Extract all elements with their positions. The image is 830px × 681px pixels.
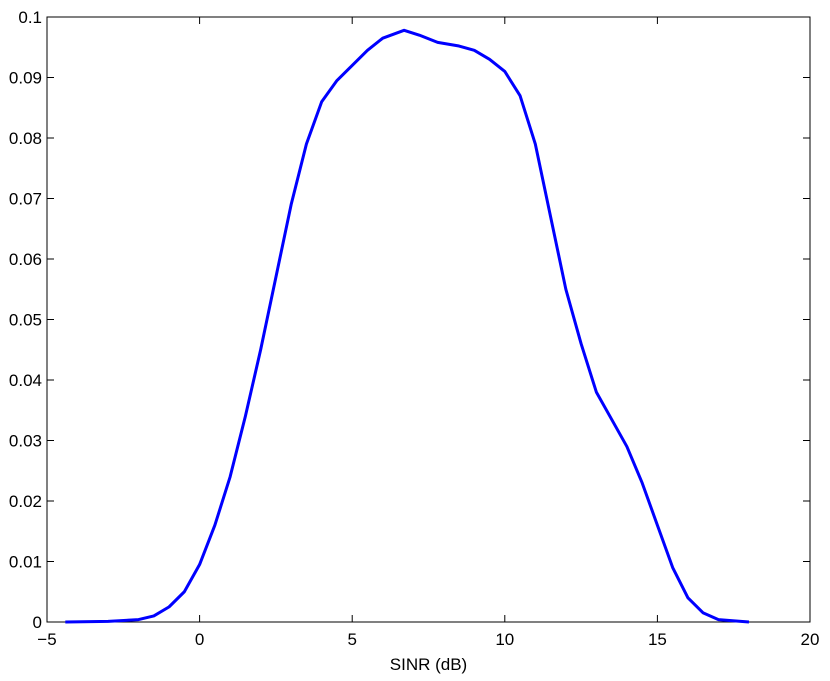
x-tick-label: 5	[347, 630, 356, 649]
y-tick-label: 0.07	[9, 190, 42, 209]
y-tick-label: 0.08	[9, 129, 42, 148]
x-axis-label: SINR (dB)	[390, 655, 467, 674]
x-tick-label: 15	[648, 630, 667, 649]
x-tick-label: −5	[37, 630, 56, 649]
y-tick-label: 0.1	[18, 8, 42, 27]
y-tick-label: 0.09	[9, 69, 42, 88]
y-tick-label: 0.03	[9, 432, 42, 451]
y-tick-label: 0.01	[9, 553, 42, 572]
plot-frame	[46, 16, 811, 623]
x-tick-label: 10	[495, 630, 514, 649]
y-tick-label: 0.05	[9, 311, 42, 330]
y-tick-label: 0.06	[9, 250, 42, 269]
x-tick-label: 0	[195, 630, 204, 649]
data-line	[65, 28, 750, 624]
x-tick-label: 20	[801, 630, 820, 649]
y-tick-label: 0	[33, 613, 42, 632]
y-tick-label: 0.04	[9, 371, 42, 390]
y-tick-label: 0.02	[9, 492, 42, 511]
